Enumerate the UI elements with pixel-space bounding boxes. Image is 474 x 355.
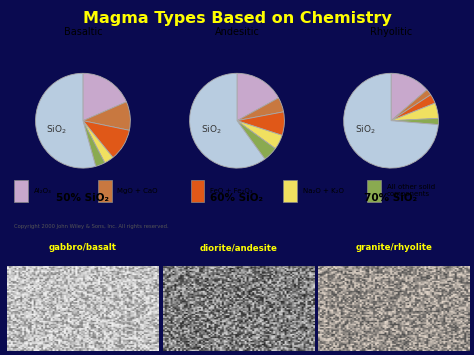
- Text: Copyright 2000 John Wiley & Sons, Inc. All rights reserved.: Copyright 2000 John Wiley & Sons, Inc. A…: [14, 224, 169, 229]
- Wedge shape: [190, 73, 265, 168]
- Text: Andesitic: Andesitic: [215, 27, 259, 37]
- Text: FeO + Fe₂O₃: FeO + Fe₂O₃: [210, 188, 253, 194]
- Bar: [367, 180, 381, 202]
- Text: Na₂O + K₂O: Na₂O + K₂O: [303, 188, 344, 194]
- Text: SiO$_2$: SiO$_2$: [46, 124, 67, 136]
- Text: granite/rhyolite: granite/rhyolite: [356, 243, 432, 252]
- Bar: [98, 180, 111, 202]
- Bar: [191, 180, 204, 202]
- Wedge shape: [237, 98, 283, 121]
- Text: 70% SiO₂: 70% SiO₂: [365, 193, 418, 203]
- Text: SiO$_2$: SiO$_2$: [355, 124, 375, 136]
- Wedge shape: [36, 73, 96, 168]
- Wedge shape: [237, 121, 275, 159]
- Wedge shape: [83, 121, 105, 166]
- Wedge shape: [83, 121, 129, 158]
- Wedge shape: [391, 90, 431, 121]
- Bar: [283, 180, 297, 202]
- Text: Basaltic: Basaltic: [64, 27, 102, 37]
- Bar: [14, 180, 28, 202]
- Wedge shape: [83, 102, 130, 130]
- Wedge shape: [237, 112, 284, 135]
- Text: SiO$_2$: SiO$_2$: [201, 124, 221, 136]
- Wedge shape: [344, 73, 438, 168]
- Text: gabbro/basalt: gabbro/basalt: [49, 243, 117, 252]
- Wedge shape: [391, 118, 438, 125]
- Text: Magma Types Based on Chemistry: Magma Types Based on Chemistry: [82, 11, 392, 26]
- Wedge shape: [83, 73, 127, 121]
- Wedge shape: [83, 121, 113, 163]
- Wedge shape: [237, 73, 279, 121]
- Text: diorite/andesite: diorite/andesite: [200, 243, 277, 252]
- Wedge shape: [391, 73, 427, 121]
- Wedge shape: [237, 121, 282, 148]
- Wedge shape: [391, 95, 435, 121]
- Text: Al₂O₃: Al₂O₃: [34, 188, 51, 194]
- Text: MgO + CaO: MgO + CaO: [117, 188, 158, 194]
- Text: 60% SiO₂: 60% SiO₂: [210, 193, 264, 203]
- Text: 50% SiO₂: 50% SiO₂: [56, 193, 109, 203]
- Text: All other solid
components: All other solid components: [387, 185, 435, 197]
- Text: Rhyolitic: Rhyolitic: [370, 27, 412, 37]
- Wedge shape: [391, 103, 438, 121]
